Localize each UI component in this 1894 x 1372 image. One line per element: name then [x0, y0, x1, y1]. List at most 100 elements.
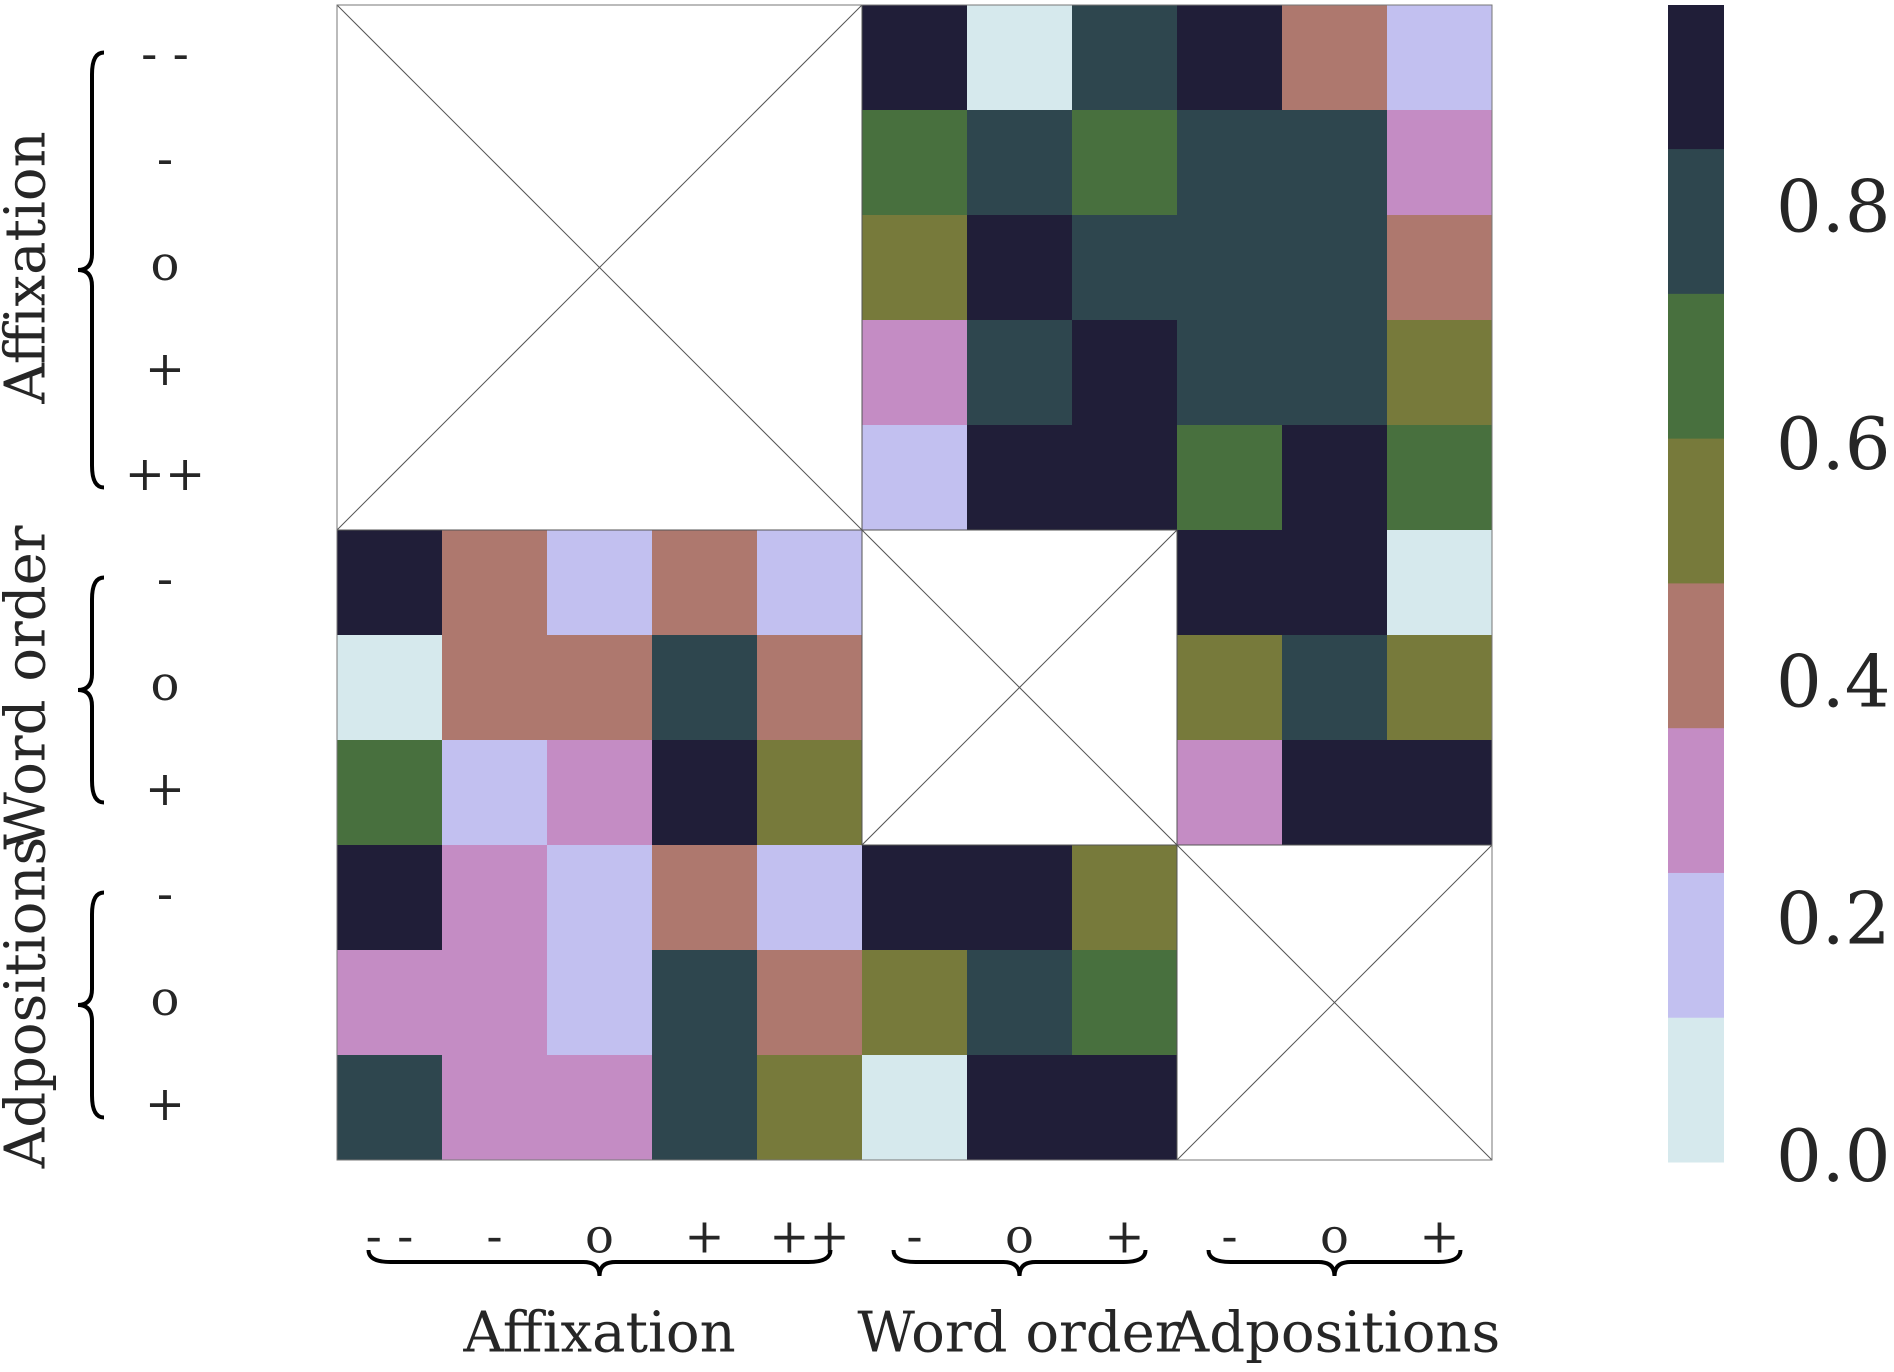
colorbar-bin: [1668, 438, 1724, 584]
x-tick-label: -: [906, 1209, 922, 1265]
y-tick-label: -: [157, 866, 173, 922]
heatmap-cell: [652, 740, 758, 846]
colorbar-tick-label: 0.0: [1776, 1114, 1891, 1198]
colorbar-tick-label: 0.2: [1776, 877, 1891, 961]
heatmap-cell: [1177, 635, 1283, 741]
heatmap-cell: [757, 635, 863, 741]
heatmap-cell: [442, 635, 548, 741]
brace: [77, 50, 105, 490]
heatmap-cell: [1072, 215, 1178, 321]
heatmap-cell: [862, 320, 968, 426]
colorbar-bin: [1668, 148, 1724, 294]
heatmap-cell: [337, 740, 443, 846]
heatmap-cell: [1387, 635, 1493, 741]
x-tick-label: +: [1419, 1209, 1459, 1265]
heatmap-cell: [1177, 5, 1283, 111]
x-tick-label: -: [486, 1209, 502, 1265]
heatmap-cell: [1072, 950, 1178, 1056]
colorbar-bin: [1668, 582, 1724, 729]
colorbar-bin: [1668, 727, 1724, 873]
heatmap-cell: [1282, 425, 1388, 531]
heatmap-cell: [442, 845, 548, 951]
heatmap-cell: [862, 845, 968, 951]
block-diagonal: [1176, 844, 1493, 1161]
y-tick-label: -: [157, 131, 173, 187]
y-tick-label: +: [145, 1076, 185, 1132]
heatmap-cell: [1282, 320, 1388, 426]
x-tick-label: -: [1221, 1209, 1237, 1265]
heatmap-cell: [547, 635, 653, 741]
brace: [1206, 1249, 1463, 1277]
heatmap-cell: [967, 1055, 1073, 1161]
heatmap-cell: [757, 740, 863, 846]
heatmap-cell: [967, 320, 1073, 426]
heatmap-cell: [1177, 530, 1283, 636]
x-tick-label: o: [585, 1209, 614, 1265]
heatmap-cell: [862, 215, 968, 321]
heatmap-cell: [862, 425, 968, 531]
heatmap-cell: [967, 425, 1073, 531]
colorbar-bin: [1668, 5, 1724, 150]
x-tick-label: +: [1104, 1209, 1144, 1265]
brace: [77, 890, 105, 1120]
heatmap-cell: [1387, 215, 1493, 321]
heatmap-cell: [1177, 425, 1283, 531]
heatmap-cell: [862, 950, 968, 1056]
y-group-label: Affixation: [0, 131, 59, 404]
heatmap-cell: [757, 845, 863, 951]
heatmap-cell: [967, 845, 1073, 951]
colorbar-tick-label: 0.6: [1776, 402, 1891, 486]
colorbar-bin: [1668, 1017, 1724, 1163]
heatmap-cell: [1177, 320, 1283, 426]
colorbar-tick-label: 0.8: [1776, 165, 1891, 249]
heatmap-cell: [1282, 5, 1388, 111]
heatmap-cell: [1282, 635, 1388, 741]
heatmap-cell: [1282, 740, 1388, 846]
heatmap-cell: [1387, 320, 1493, 426]
heatmap-cell: [547, 845, 653, 951]
frame: [336, 4, 1493, 1161]
y-group-label: Adpositions: [0, 837, 59, 1169]
heatmap-cell: [1072, 110, 1178, 216]
heatmap-cell: [1072, 425, 1178, 531]
heatmap-cell: [337, 950, 443, 1056]
x-tick-label: ++: [769, 1209, 849, 1265]
y-tick-label: +: [145, 341, 185, 397]
x-tick-label: o: [1005, 1209, 1034, 1265]
heatmap-cell: [652, 530, 758, 636]
heatmap-cell: [757, 1055, 863, 1161]
y-tick-label: +: [145, 761, 185, 817]
heatmap-cell: [547, 740, 653, 846]
heatmap-cell: [652, 1055, 758, 1161]
x-tick-label: - -: [366, 1209, 414, 1265]
heatmap-cell: [967, 950, 1073, 1056]
heatmap-cell: [1072, 5, 1178, 111]
y-tick-label: o: [151, 236, 180, 292]
heatmap-cell: [862, 5, 968, 111]
x-group-label: Word order: [857, 1301, 1181, 1366]
heatmap-cell: [652, 950, 758, 1056]
heatmap-cell: [547, 530, 653, 636]
heatmap-cell: [547, 1055, 653, 1161]
y-tick-label: o: [151, 971, 180, 1027]
y-tick-label: o: [151, 656, 180, 712]
heatmap-cell: [442, 740, 548, 846]
heatmap-cell: [862, 1055, 968, 1161]
heatmap-cell: [1072, 1055, 1178, 1161]
heatmap-cell: [757, 950, 863, 1056]
heatmap-cell: [967, 215, 1073, 321]
heatmap-cell: [337, 1055, 443, 1161]
x-group-label: Affixation: [462, 1301, 735, 1366]
heatmap-cell: [442, 950, 548, 1056]
heatmap-cell: [1177, 740, 1283, 846]
colorbar-tick-label: 0.4: [1776, 639, 1891, 723]
x-tick-label: +: [684, 1209, 724, 1265]
y-tick-label: -: [157, 551, 173, 607]
heatmap-cell: [1387, 740, 1493, 846]
heatmap-cell: [862, 110, 968, 216]
heatmap-cell: [442, 530, 548, 636]
heatmap-cell: [1177, 215, 1283, 321]
heatmap-cell: [1387, 5, 1493, 111]
y-tick-label: ++: [125, 446, 205, 502]
